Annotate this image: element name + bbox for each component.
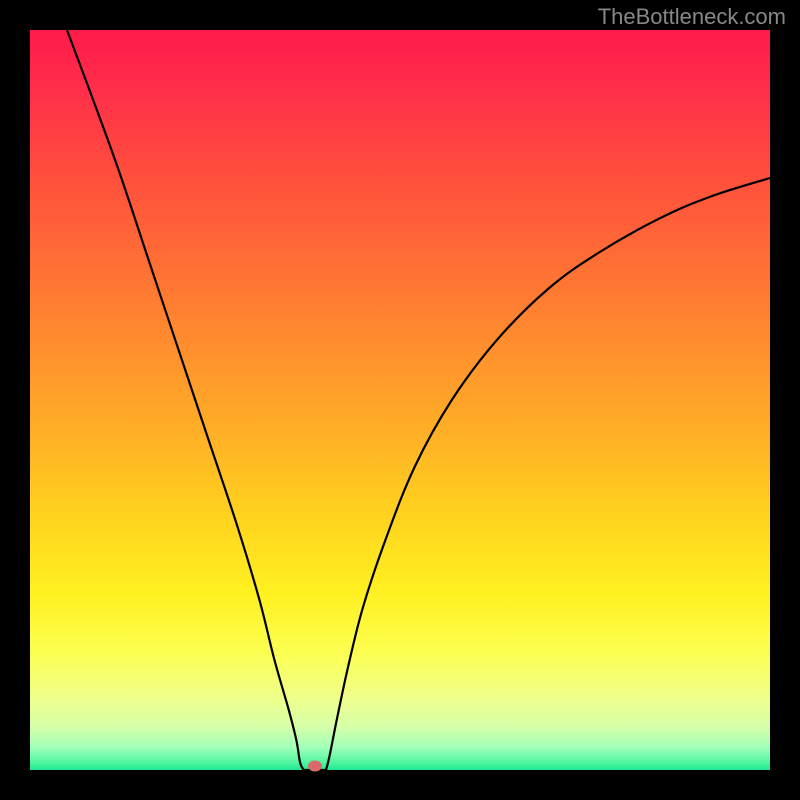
bottleneck-curve [30,30,770,770]
optimal-point-marker [308,761,322,772]
watermark-text: TheBottleneck.com [598,4,786,30]
plot-area [30,30,770,770]
